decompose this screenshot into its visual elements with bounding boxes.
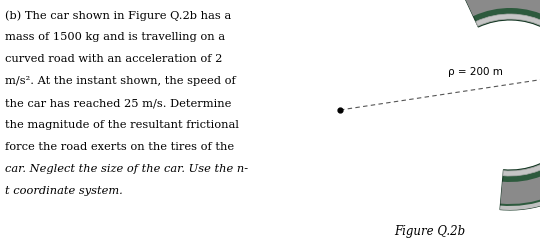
Text: Figure Q.2b: Figure Q.2b [394,225,465,238]
Text: the magnitude of the resultant frictional: the magnitude of the resultant frictiona… [5,120,239,130]
Text: t coordinate system.: t coordinate system. [5,186,123,196]
Text: curved road with an acceleration of 2: curved road with an acceleration of 2 [5,54,222,64]
Text: car. Neglect the size of the car. Use the n-: car. Neglect the size of the car. Use th… [5,164,248,174]
Wedge shape [476,14,540,176]
Text: mass of 1500 kg and is travelling on a: mass of 1500 kg and is travelling on a [5,32,225,42]
Wedge shape [461,0,540,210]
Text: (b) The car shown in Figure Q.2b has a: (b) The car shown in Figure Q.2b has a [5,10,231,21]
Text: m/s². At the instant shown, the speed of: m/s². At the instant shown, the speed of [5,76,236,86]
Wedge shape [461,0,540,210]
Wedge shape [464,0,540,204]
Text: ρ = 200 m: ρ = 200 m [448,67,503,76]
Text: force the road exerts on the tires of the: force the road exerts on the tires of th… [5,142,234,152]
Text: the car has reached 25 m/s. Determine: the car has reached 25 m/s. Determine [5,98,231,108]
